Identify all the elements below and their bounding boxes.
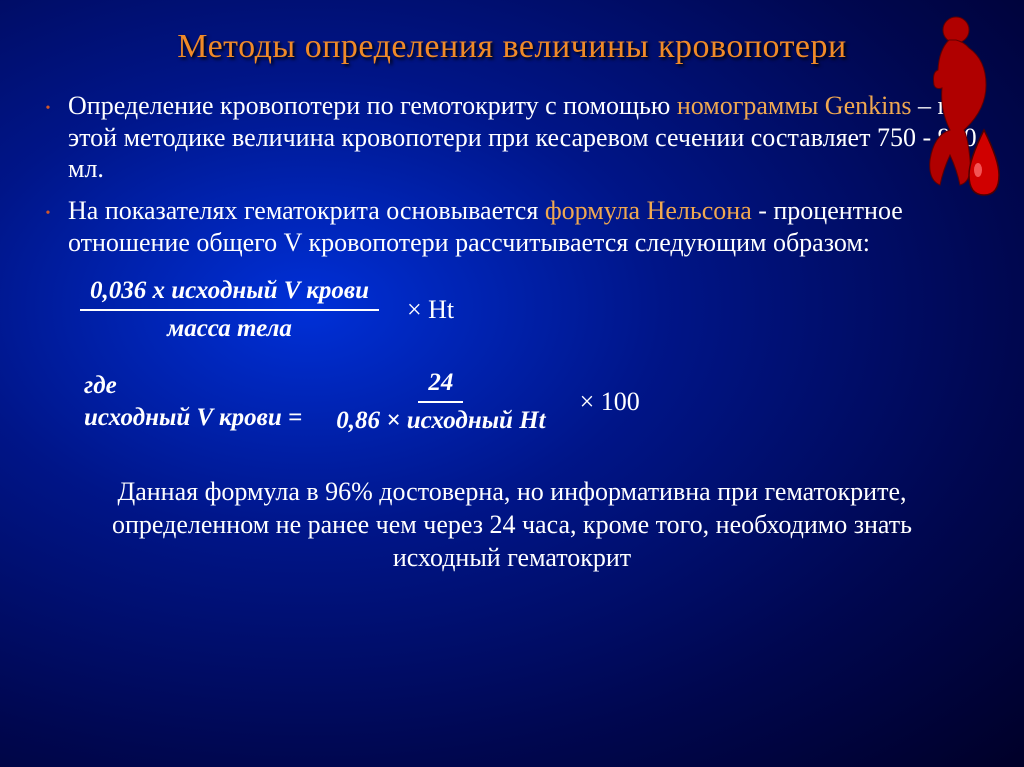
formula-2: где исходный V крови = 24 0,86 × исходны… <box>84 369 996 435</box>
footnote: Данная формула в 96% достоверна, но инфо… <box>90 475 934 575</box>
where-line1: где <box>84 372 117 399</box>
denominator: масса тела <box>157 311 302 343</box>
denominator: 0,86 × исходный Ht <box>326 403 555 435</box>
bullet-marker: • <box>28 90 68 185</box>
text-highlight: номограммы Genkins <box>677 91 912 120</box>
where-line2: исходный V крови = <box>84 404 302 431</box>
numerator: 0,036 х исходный V крови <box>80 277 379 311</box>
slide-title: Методы определения величины кровопотери <box>0 0 1024 66</box>
bullet-item: • Определение кровопотери по гемотокриту… <box>28 90 996 185</box>
bullet-text: На показателях гематокрита основывается … <box>68 195 996 258</box>
fraction: 24 0,86 × исходный Ht <box>326 369 555 435</box>
bullet-item: • На показателях гематокрита основываетс… <box>28 195 996 258</box>
formula-suffix: × 100 <box>580 387 640 417</box>
where-label: где исходный V крови = <box>84 370 302 433</box>
text-highlight: формула Нельсона <box>545 196 752 225</box>
formula-1: 0,036 х исходный V крови масса тела × Ht <box>80 277 996 343</box>
numerator: 24 <box>418 369 463 403</box>
fraction: 0,036 х исходный V крови масса тела <box>80 277 379 343</box>
bullet-marker: • <box>28 195 68 258</box>
figure-illustration <box>894 10 1012 210</box>
formula-suffix: × Ht <box>407 295 454 325</box>
text-pre: На показателях гематокрита основывается <box>68 196 545 225</box>
text-pre: Определение кровопотери по гемотокриту с… <box>68 91 677 120</box>
bullet-text: Определение кровопотери по гемотокриту с… <box>68 90 996 185</box>
slide-body: • Определение кровопотери по гемотокриту… <box>0 66 1024 574</box>
